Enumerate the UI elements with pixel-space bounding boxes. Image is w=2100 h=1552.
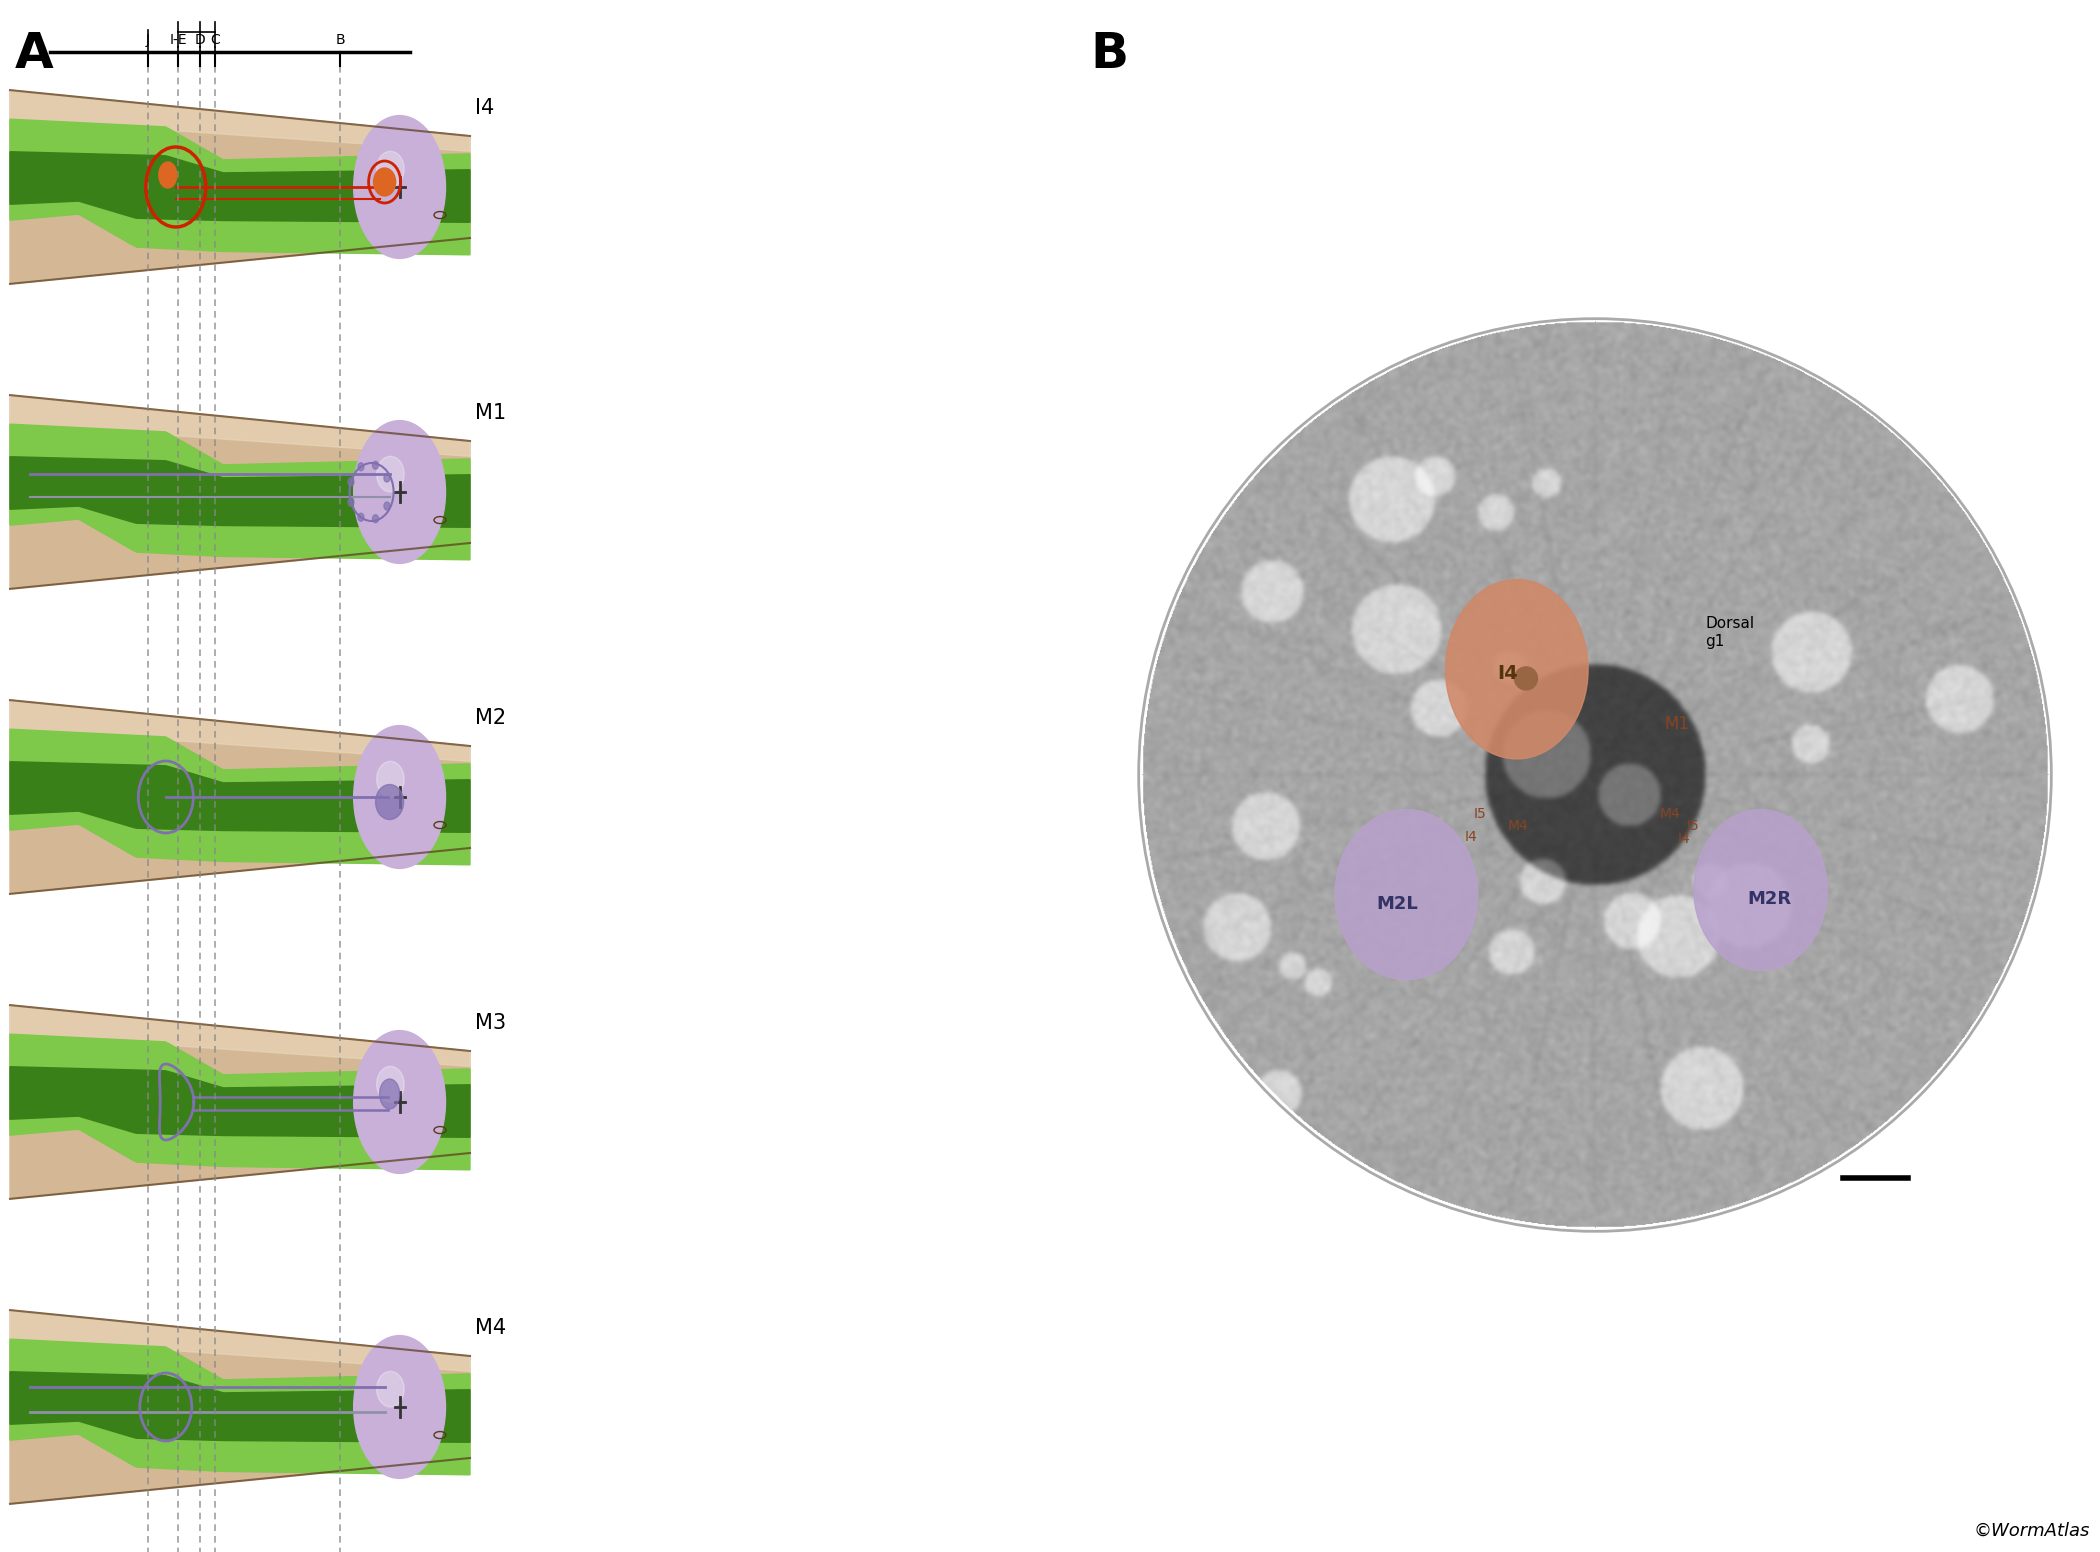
Polygon shape — [10, 729, 470, 864]
Text: M1: M1 — [475, 404, 506, 422]
Ellipse shape — [380, 1079, 399, 1110]
Text: B: B — [336, 33, 344, 47]
Polygon shape — [10, 1310, 470, 1504]
Text: M2L: M2L — [1376, 896, 1418, 913]
Text: B: B — [1090, 29, 1128, 78]
Ellipse shape — [376, 1066, 403, 1102]
Text: C: C — [210, 33, 220, 47]
Text: D: D — [195, 33, 206, 47]
Text: M4: M4 — [1508, 818, 1529, 832]
Ellipse shape — [353, 726, 445, 869]
Text: ©WormAtlas: ©WormAtlas — [1974, 1523, 2090, 1540]
Text: I4: I4 — [1678, 832, 1690, 846]
Ellipse shape — [376, 1372, 403, 1408]
Ellipse shape — [1695, 810, 1827, 970]
Polygon shape — [10, 1006, 470, 1066]
Ellipse shape — [384, 473, 391, 483]
Ellipse shape — [1445, 579, 1588, 759]
Polygon shape — [10, 90, 470, 284]
Polygon shape — [10, 90, 470, 151]
Ellipse shape — [353, 115, 445, 258]
Text: I-E: I-E — [170, 33, 187, 47]
Ellipse shape — [376, 456, 403, 492]
Polygon shape — [10, 1034, 470, 1170]
Polygon shape — [10, 396, 470, 588]
Text: M3: M3 — [475, 1013, 506, 1032]
Polygon shape — [10, 1310, 470, 1372]
Polygon shape — [10, 1006, 470, 1198]
Polygon shape — [10, 1066, 470, 1138]
Text: M2R: M2R — [1747, 891, 1791, 908]
Text: M2: M2 — [475, 708, 506, 728]
Ellipse shape — [349, 478, 355, 486]
Polygon shape — [10, 152, 470, 222]
Text: I4: I4 — [1497, 664, 1518, 683]
Polygon shape — [10, 396, 470, 456]
Polygon shape — [10, 456, 470, 528]
Text: M1: M1 — [1663, 715, 1688, 734]
Ellipse shape — [353, 1031, 445, 1173]
Text: I5: I5 — [1686, 818, 1699, 832]
Text: I4: I4 — [1464, 830, 1476, 844]
Ellipse shape — [374, 168, 395, 196]
Ellipse shape — [357, 514, 363, 521]
Text: M4: M4 — [475, 1318, 506, 1338]
Text: Dorsal
g1: Dorsal g1 — [1705, 616, 1753, 649]
Ellipse shape — [376, 784, 403, 819]
Polygon shape — [10, 1372, 470, 1442]
Ellipse shape — [376, 151, 403, 186]
Ellipse shape — [384, 501, 391, 511]
Polygon shape — [10, 762, 470, 832]
Ellipse shape — [376, 762, 403, 798]
Ellipse shape — [160, 161, 176, 188]
Polygon shape — [10, 700, 470, 762]
Ellipse shape — [372, 515, 378, 523]
Ellipse shape — [1514, 667, 1537, 691]
Ellipse shape — [349, 498, 355, 506]
Ellipse shape — [353, 421, 445, 563]
Text: A: A — [15, 29, 55, 78]
Ellipse shape — [353, 1336, 445, 1479]
Ellipse shape — [372, 461, 378, 469]
Text: J: J — [147, 33, 149, 47]
Polygon shape — [10, 700, 470, 894]
Text: I4: I4 — [475, 98, 494, 118]
Ellipse shape — [1336, 810, 1478, 979]
Polygon shape — [10, 1339, 470, 1474]
Polygon shape — [10, 424, 470, 560]
Polygon shape — [10, 120, 470, 255]
Text: M4: M4 — [1659, 807, 1680, 821]
Text: I5: I5 — [1474, 807, 1487, 821]
Ellipse shape — [357, 462, 363, 470]
